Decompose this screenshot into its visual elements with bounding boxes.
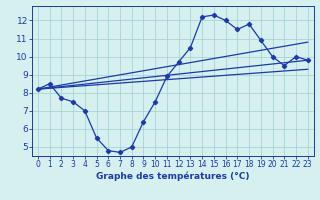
X-axis label: Graphe des températures (°C): Graphe des températures (°C): [96, 172, 250, 181]
